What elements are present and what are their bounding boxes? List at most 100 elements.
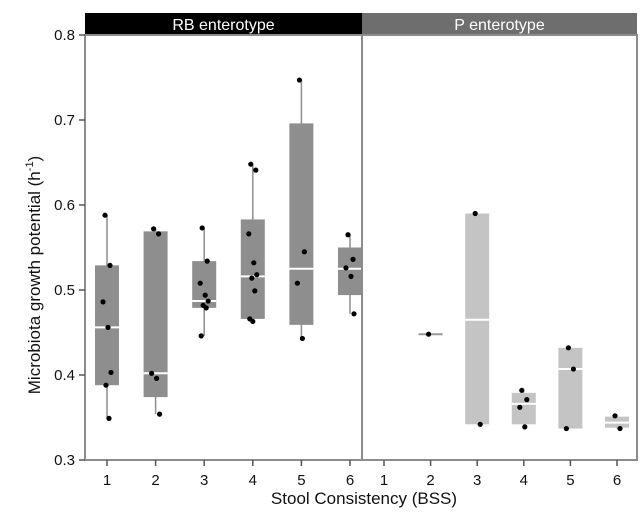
data-point xyxy=(519,387,525,393)
data-point xyxy=(299,335,305,342)
panels: RB enterotype 1 2 3 4 5 6 P enterotype 1 2 3 4 5 6 xyxy=(84,13,638,489)
panel-2: P enterotype 1 2 3 4 5 6 xyxy=(361,13,638,489)
data-point xyxy=(100,299,106,305)
panel-strip xyxy=(85,13,362,35)
x-tick-label: 6 xyxy=(613,472,621,489)
data-point xyxy=(202,292,208,298)
data-point xyxy=(301,249,307,255)
box xyxy=(511,392,536,425)
data-point xyxy=(477,421,483,427)
x-tick-label: 5 xyxy=(297,472,305,489)
data-point xyxy=(251,260,257,266)
data-point xyxy=(524,397,530,403)
box-group: 4 xyxy=(511,387,536,489)
data-point xyxy=(351,311,357,317)
data-point xyxy=(248,161,254,167)
data-point xyxy=(472,210,478,217)
data-point xyxy=(205,298,211,304)
data-point xyxy=(199,225,205,231)
data-point xyxy=(348,273,354,279)
x-tick-label: 4 xyxy=(249,472,257,489)
box xyxy=(289,123,314,325)
x-tick-label: 3 xyxy=(473,472,481,489)
data-point xyxy=(102,212,108,218)
box-group: 3 xyxy=(192,225,217,489)
panel-frame xyxy=(84,34,363,461)
box xyxy=(338,247,362,296)
data-point xyxy=(249,275,255,281)
y-tick-label: 0.4 xyxy=(54,367,75,384)
box xyxy=(143,231,168,398)
y-tick-label: 0.8 xyxy=(54,27,75,44)
data-point xyxy=(343,265,349,271)
y-axis-label-sup: -1 xyxy=(24,161,36,171)
box-group: 1 xyxy=(380,460,388,489)
data-point xyxy=(617,425,623,432)
data-point xyxy=(522,424,528,430)
x-tick-label: 6 xyxy=(346,472,354,489)
x-tick-label: 1 xyxy=(103,472,111,489)
data-point xyxy=(197,280,203,286)
x-tick-label: 3 xyxy=(200,472,208,489)
data-point xyxy=(107,262,113,268)
data-point xyxy=(612,413,618,419)
box-group: 5 xyxy=(558,345,583,489)
panel-1: RB enterotype 1 2 3 4 5 6 xyxy=(84,13,363,489)
data-point xyxy=(517,404,523,410)
box xyxy=(240,219,265,319)
box-group: 2 xyxy=(418,331,443,489)
y-axis-label: Microbiota growth potential (h-1) xyxy=(24,156,44,394)
data-point xyxy=(426,331,432,337)
data-point xyxy=(565,345,572,351)
data-point xyxy=(103,382,109,388)
y-tick-label: 0.5 xyxy=(54,282,75,299)
data-point xyxy=(108,369,114,376)
panel-strip xyxy=(362,13,637,35)
box-group: 2 xyxy=(143,226,168,489)
y-axis-label-close: ) xyxy=(25,156,44,162)
box-group: 4 xyxy=(240,161,265,489)
data-point xyxy=(294,280,300,286)
data-point xyxy=(570,366,577,372)
data-point xyxy=(250,318,256,325)
x-axis-label: Stool Consistency (BSS) xyxy=(271,489,457,508)
data-point xyxy=(198,333,204,339)
data-point xyxy=(350,256,356,262)
box-group: 3 xyxy=(465,210,490,489)
x-tick-label: 2 xyxy=(151,472,159,489)
data-point xyxy=(149,370,155,376)
x-tick-label: 2 xyxy=(426,472,434,489)
data-point xyxy=(106,415,112,421)
panel-title: P enterotype xyxy=(454,17,545,34)
data-point xyxy=(345,232,351,238)
axes: 0.3 0.4 0.5 0.6 0.7 0.8 xyxy=(54,27,85,469)
data-point xyxy=(252,288,258,294)
data-point xyxy=(253,167,259,173)
box-group: 6 xyxy=(605,413,629,489)
data-point xyxy=(105,324,111,330)
x-tick-label: 4 xyxy=(520,472,528,489)
data-point xyxy=(203,305,209,311)
y-tick-label: 0.6 xyxy=(54,197,75,214)
x-tick-label: 1 xyxy=(380,472,388,489)
data-point xyxy=(151,226,157,232)
data-point xyxy=(563,425,570,432)
data-point xyxy=(254,272,260,278)
box xyxy=(558,347,583,429)
data-point xyxy=(246,231,252,237)
box-group: 1 xyxy=(95,212,119,489)
data-point xyxy=(204,258,210,264)
y-tick-label: 0.7 xyxy=(54,112,75,129)
data-point xyxy=(157,411,163,417)
y-axis-label-main: Microbiota growth potential (h xyxy=(25,171,44,394)
panel-title: RB enterotype xyxy=(172,17,274,34)
panel-frame xyxy=(361,34,638,461)
box-group: 5 xyxy=(289,77,314,489)
box-group: 6 xyxy=(338,232,362,489)
data-point xyxy=(156,231,162,237)
x-tick-label: 5 xyxy=(566,472,574,489)
data-point xyxy=(154,375,160,381)
data-point xyxy=(296,77,302,83)
y-tick-label: 0.3 xyxy=(54,452,75,469)
